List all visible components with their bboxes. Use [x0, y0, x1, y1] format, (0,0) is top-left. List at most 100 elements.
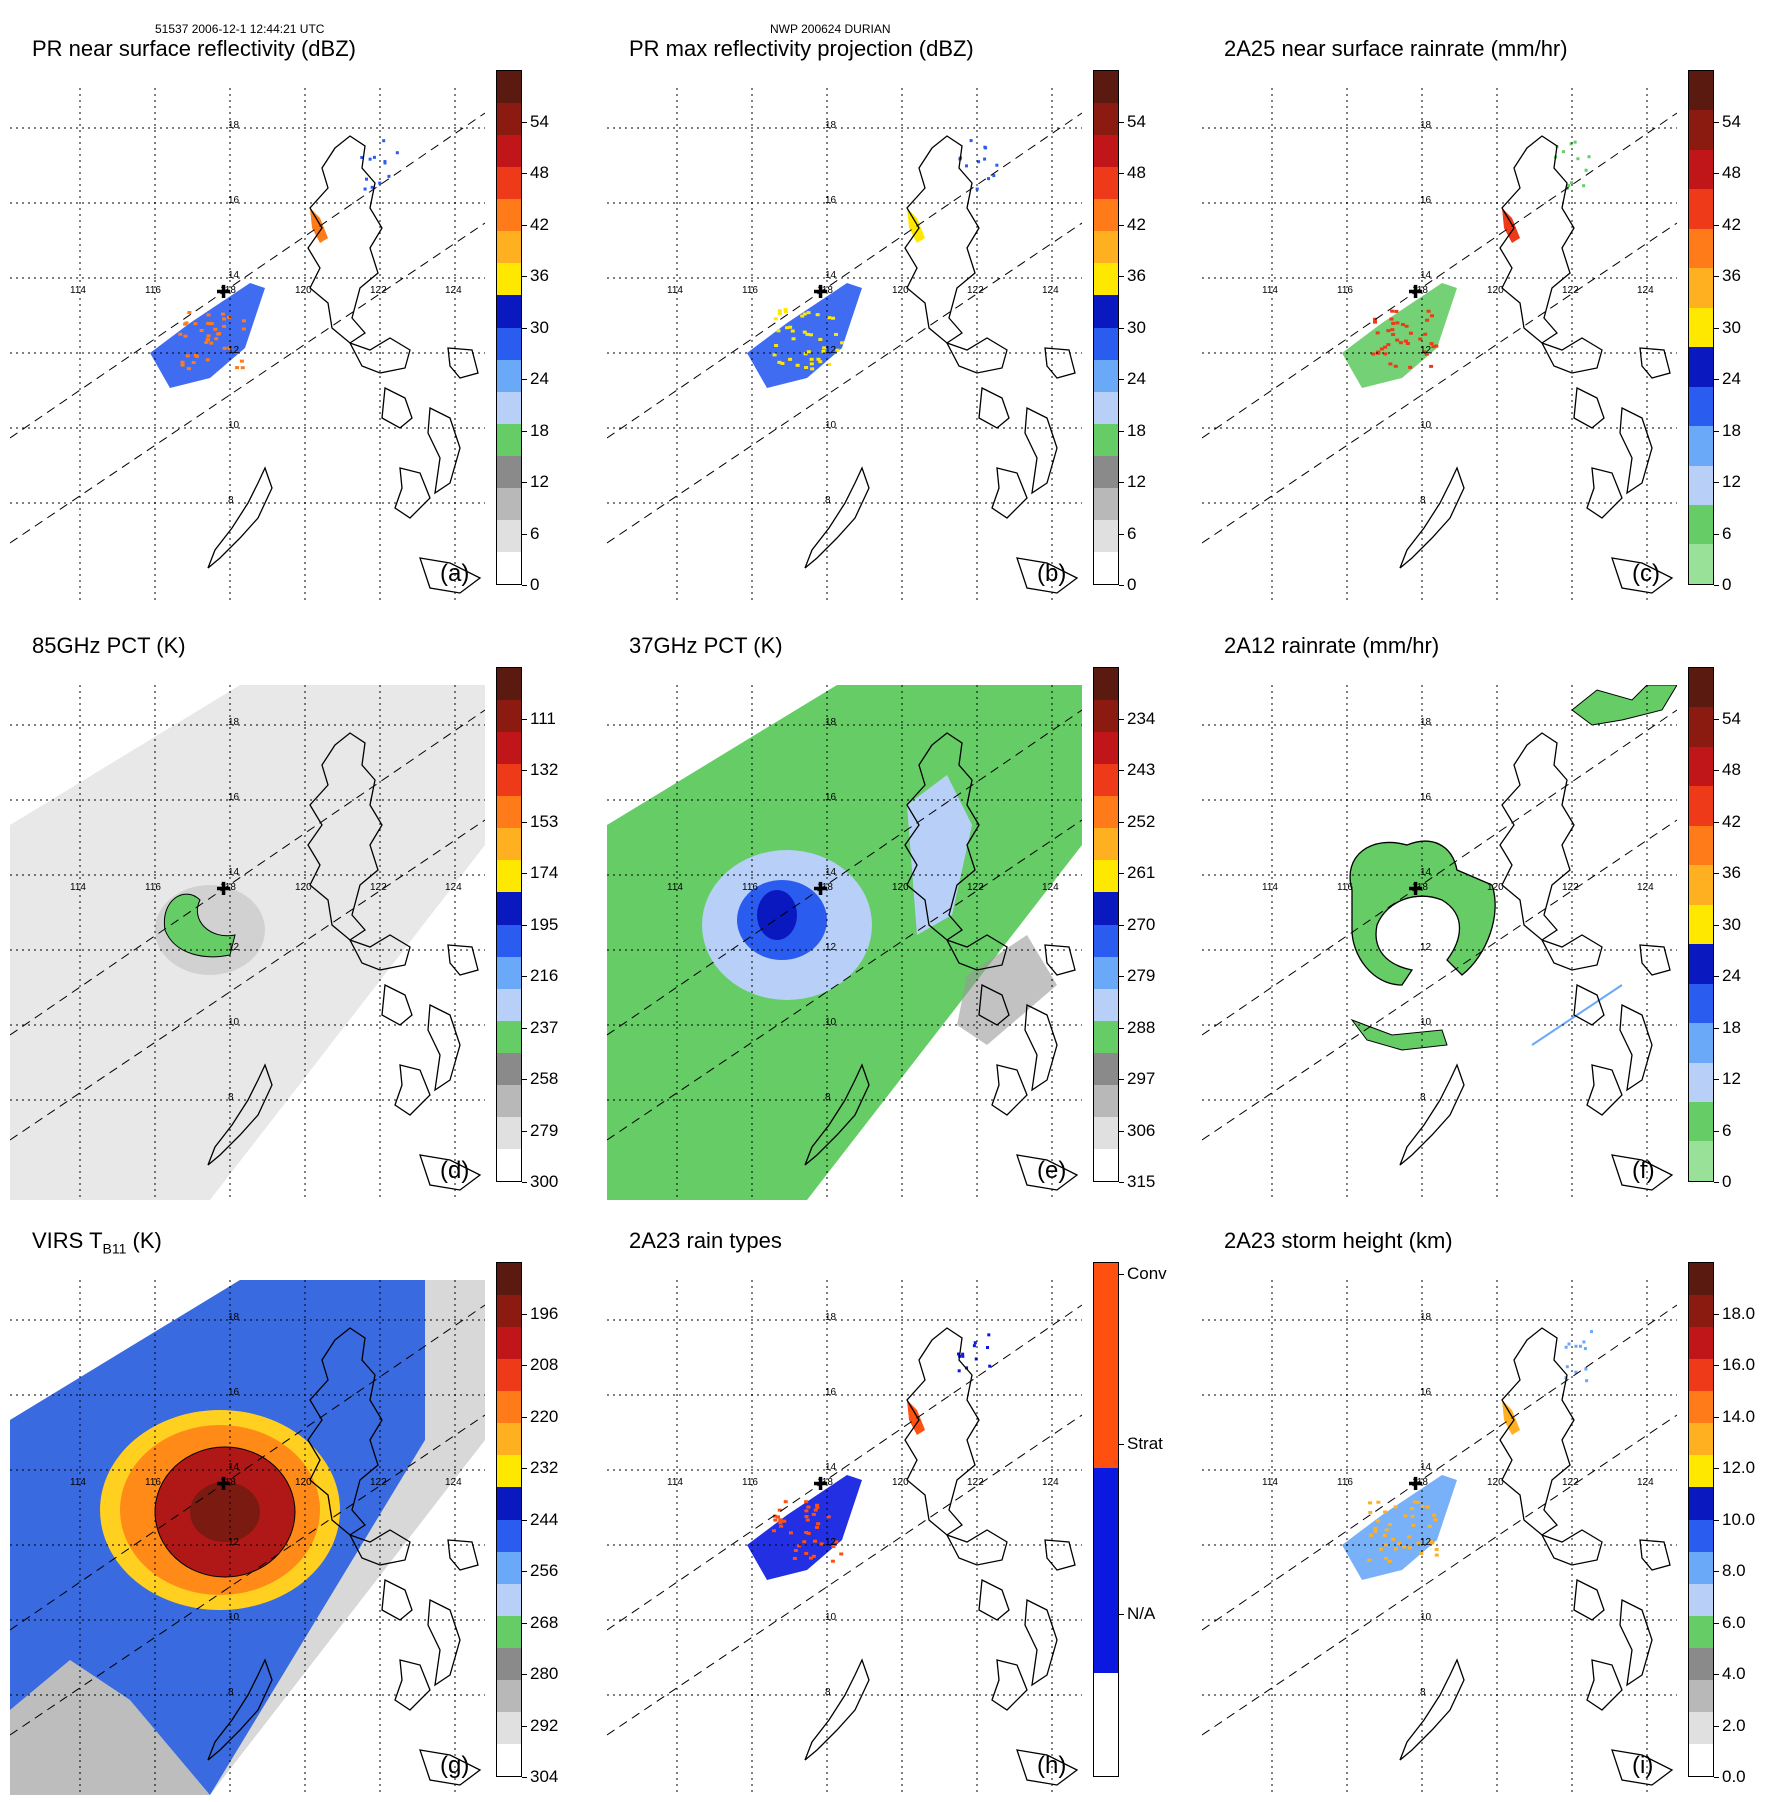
lon-label: 120	[1487, 1477, 1504, 1488]
color-bar-tick-label: 6.0	[1722, 1612, 1746, 1632]
lat-label: 10	[228, 1612, 240, 1623]
echo-cell	[1391, 321, 1396, 325]
color-bar-tick-label: 0	[530, 575, 540, 594]
panel-title: VIRS TB11 (K)	[32, 1228, 162, 1256]
lon-label: 118	[1412, 285, 1428, 296]
echo-cell	[804, 1551, 809, 1555]
color-bar-segment	[497, 1423, 521, 1456]
color-bar-tick-label: 12	[1722, 1069, 1741, 1088]
coastline	[945, 1529, 1008, 1566]
lon-label: 118	[817, 882, 833, 893]
color-bar-segment	[497, 359, 521, 392]
color-bar-segment	[497, 1551, 521, 1584]
color-bar-segment	[1689, 465, 1713, 505]
echo-cell	[983, 157, 987, 161]
echo-cell	[1373, 320, 1378, 324]
coastline	[307, 732, 383, 941]
lat-label: 14	[825, 1462, 837, 1473]
coastline	[1024, 1598, 1058, 1687]
lat-label: 18	[825, 717, 837, 728]
color-bar-tick-label: 279	[530, 1120, 559, 1140]
lon-label: 116	[742, 1477, 758, 1488]
echo-cell	[779, 1524, 784, 1528]
color-bar-tick	[522, 1365, 527, 1366]
echo-cell	[193, 353, 198, 357]
color-bar-tick-label: 14.0	[1722, 1406, 1756, 1426]
color-bar-segment	[497, 1711, 521, 1744]
color-bar-tick	[522, 173, 527, 174]
echo-cell	[1422, 350, 1427, 354]
echo-cell	[805, 332, 810, 336]
echo-cell	[815, 1525, 820, 1529]
echo-cell	[782, 1519, 787, 1523]
echo-cell	[1391, 333, 1396, 337]
color-bar-tick	[1119, 327, 1124, 329]
color-bar-segment	[497, 1359, 521, 1392]
echo-cell	[813, 1508, 818, 1512]
echo-cell	[363, 187, 367, 191]
swath-edge	[10, 1304, 485, 1631]
color-bar-tick-label: 111	[530, 708, 556, 728]
echo-cell	[806, 350, 811, 354]
echo-cell	[241, 319, 246, 323]
storm-center-icon: ✚	[813, 879, 828, 900]
lon-label: 120	[892, 285, 909, 296]
lon-label: 124	[445, 1477, 462, 1488]
color-bar-tick	[1119, 1130, 1124, 1132]
color-bar-tick-label: 12	[530, 472, 549, 491]
echo-cell	[222, 324, 227, 328]
color-bar-tick-label: 0	[1722, 575, 1732, 594]
lat-label: 10	[228, 1017, 240, 1028]
color-bar-tick	[1119, 976, 1124, 977]
color-bar-segment	[1689, 1455, 1713, 1488]
echo-cell	[772, 353, 777, 357]
echo-cell	[805, 1518, 810, 1522]
color-bar-segment	[1689, 228, 1713, 269]
lon-label: 114	[70, 882, 86, 893]
lon-label: 122	[1562, 882, 1579, 893]
map-canvas: 18 16 14 12 10 8 114 116 118 120 122 124 ✚	[10, 88, 485, 603]
color-bar-segment	[1689, 268, 1713, 308]
lat-label: 16	[1420, 1387, 1432, 1398]
color-bar-segment	[1689, 707, 1713, 747]
echo-cell	[1383, 1510, 1388, 1514]
color-bar-tick	[1714, 173, 1719, 174]
color-bar-segment	[497, 1647, 521, 1680]
color-bar-tick	[1714, 924, 1719, 926]
color-bar-tick-label: 24	[530, 369, 549, 388]
echo-cell	[1408, 331, 1413, 335]
echo-cell	[186, 367, 191, 371]
color-bar-tick-label: 36	[1722, 863, 1741, 882]
color-bar-segment	[1689, 426, 1713, 466]
color-bar-tick-label: 24	[1127, 369, 1146, 388]
coastline	[1399, 1063, 1465, 1166]
echo-cell	[222, 346, 227, 350]
color-bar-tick-label: 268	[530, 1612, 559, 1632]
color-bar-tick-label: 48	[530, 163, 549, 182]
echo-cell	[811, 1512, 816, 1516]
color-bar	[1688, 70, 1714, 585]
color-bar-segment	[497, 1679, 521, 1712]
panel-title-text: 2A12 rainrate (mm/hr)	[1224, 633, 1440, 658]
coastline	[1639, 944, 1671, 976]
color-bar-tick-label: 306	[1127, 1120, 1156, 1140]
lat-label: 8	[825, 1092, 831, 1103]
echo-cell	[974, 1357, 978, 1361]
color-bar-tick-label: 18	[1722, 420, 1741, 440]
color-bar-tick	[1119, 1027, 1124, 1029]
color-bar-tick	[1714, 1313, 1719, 1315]
coastline	[1016, 557, 1079, 594]
echo-cell	[808, 333, 813, 337]
echo-cell	[1372, 317, 1377, 321]
color-bar-tick-label: 10.0	[1722, 1509, 1756, 1529]
lat-label: 18	[228, 120, 240, 131]
lon-label: 120	[295, 882, 312, 893]
echo-cell	[222, 317, 227, 321]
lon-label: 124	[1637, 882, 1654, 893]
color-bar-segment	[1094, 199, 1118, 232]
color-bar-tick	[1119, 1274, 1124, 1275]
map-panel: 2A23 rain types 18 16 14 12 10 8 114 116 118 120 12…	[597, 1222, 1167, 1802]
color-bar-segment	[497, 231, 521, 264]
echo-cell	[360, 155, 364, 159]
echo-cell	[1425, 318, 1430, 322]
